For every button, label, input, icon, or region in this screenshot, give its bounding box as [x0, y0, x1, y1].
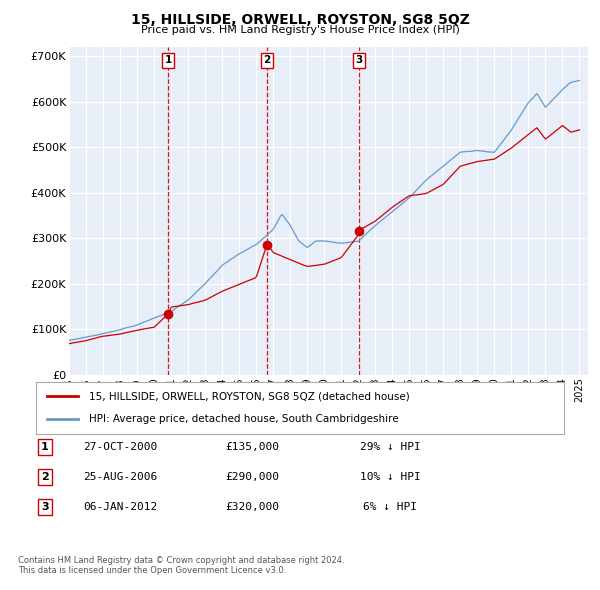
- Text: 25-AUG-2006: 25-AUG-2006: [83, 472, 157, 481]
- Text: £135,000: £135,000: [225, 442, 279, 451]
- Text: 27-OCT-2000: 27-OCT-2000: [83, 442, 157, 451]
- Text: 1: 1: [41, 442, 49, 451]
- Text: 06-JAN-2012: 06-JAN-2012: [83, 502, 157, 512]
- Text: 10% ↓ HPI: 10% ↓ HPI: [359, 472, 421, 481]
- Text: Contains HM Land Registry data © Crown copyright and database right 2024.: Contains HM Land Registry data © Crown c…: [18, 556, 344, 565]
- Text: 15, HILLSIDE, ORWELL, ROYSTON, SG8 5QZ: 15, HILLSIDE, ORWELL, ROYSTON, SG8 5QZ: [131, 13, 469, 27]
- Text: 1: 1: [164, 55, 172, 65]
- Text: Price paid vs. HM Land Registry's House Price Index (HPI): Price paid vs. HM Land Registry's House …: [140, 25, 460, 35]
- Text: HPI: Average price, detached house, South Cambridgeshire: HPI: Average price, detached house, Sout…: [89, 414, 398, 424]
- Text: 2: 2: [41, 472, 49, 481]
- Text: This data is licensed under the Open Government Licence v3.0.: This data is licensed under the Open Gov…: [18, 566, 286, 575]
- Text: 3: 3: [355, 55, 362, 65]
- Text: 29% ↓ HPI: 29% ↓ HPI: [359, 442, 421, 451]
- Text: £290,000: £290,000: [225, 472, 279, 481]
- Text: 15, HILLSIDE, ORWELL, ROYSTON, SG8 5QZ (detached house): 15, HILLSIDE, ORWELL, ROYSTON, SG8 5QZ (…: [89, 391, 410, 401]
- Text: 2: 2: [263, 55, 271, 65]
- Text: 3: 3: [41, 502, 49, 512]
- Text: £320,000: £320,000: [225, 502, 279, 512]
- Text: 6% ↓ HPI: 6% ↓ HPI: [363, 502, 417, 512]
